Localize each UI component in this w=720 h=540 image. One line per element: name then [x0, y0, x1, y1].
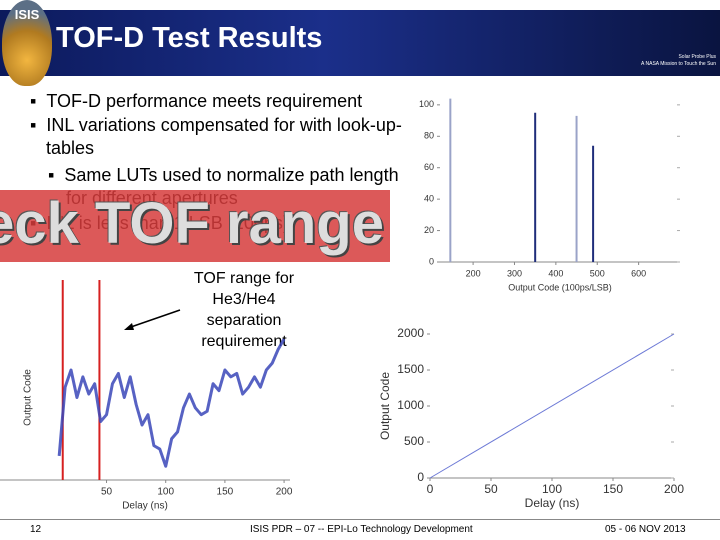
x-tick-label: 50: [101, 487, 113, 498]
logo: ISIS: [2, 0, 52, 86]
x-tick-label: 200: [276, 487, 293, 498]
bullet-marker: ▪: [30, 91, 47, 111]
header-bar: [0, 10, 720, 76]
overlay-text: Check TOF range: [0, 191, 384, 256]
x-tick-label: 200: [466, 268, 481, 278]
bullet: ▪ TOF-D performance meets requirement: [30, 90, 416, 113]
annotation: TOF range for He3/He4 separation require…: [193, 270, 295, 350]
overlay-banner: Check TOF range: [0, 190, 390, 262]
bullet-marker: ▪: [30, 115, 47, 135]
x-tick-label: 150: [603, 482, 623, 496]
x-tick-label: 100: [542, 482, 562, 496]
x-tick-label: 400: [548, 268, 563, 278]
y-tick-label: 20: [424, 225, 434, 235]
annotation-arrow: [127, 309, 181, 329]
y-tick-label: 0: [417, 470, 424, 484]
y-tick-label: 100: [419, 99, 434, 109]
footer-date: 05 - 06 NOV 2013: [605, 524, 686, 535]
mission-name: Solar Probe Plus: [678, 54, 716, 60]
bullet-marker: ▪: [48, 165, 65, 185]
x-tick-label: 150: [217, 487, 234, 498]
y-axis-label: Output Code: [378, 372, 392, 440]
x-axis-label: Output Code (100ps/LSB): [508, 282, 612, 292]
y-tick-label: 40: [424, 194, 434, 204]
bullet: ▪ INL variations compensated for with lo…: [30, 114, 416, 160]
x-tick-label: 50: [484, 482, 498, 496]
mission-logo: Solar Probe Plus A NASA Mission to Touch…: [641, 54, 716, 68]
x-tick-label: 300: [507, 268, 522, 278]
bullet-text: TOF-D performance meets requirement: [46, 91, 363, 111]
mission-tagline: A NASA Mission to Touch the Sun: [641, 61, 716, 67]
x-tick-label: 600: [631, 268, 646, 278]
x-tick-label: 100: [157, 487, 174, 498]
page-number: 12: [30, 524, 42, 535]
y-tick-label: 2000: [397, 326, 424, 340]
y-tick-label: 1000: [397, 398, 424, 412]
y-tick-label: 1500: [397, 362, 424, 376]
y-tick-label: 0: [429, 256, 434, 266]
footer-rule: [0, 519, 720, 520]
x-axis-label: Delay (ns): [122, 501, 168, 512]
title: TOF-D Test Results: [56, 22, 323, 54]
inl-curve: [57, 338, 286, 468]
x-axis-label: Delay (ns): [525, 496, 580, 510]
arrow-head: [124, 323, 134, 330]
linearity-line: [429, 333, 675, 479]
bullet-text: INL variations compensated for with look…: [46, 115, 402, 158]
y-tick-label: 80: [424, 131, 434, 141]
x-tick-label: 0: [427, 482, 434, 496]
x-tick-label: 500: [590, 268, 605, 278]
x-tick-label: 200: [664, 482, 684, 496]
footer-text: ISIS PDR – 07 -- EPI-Lo Technology Devel…: [250, 524, 473, 535]
y-tick-label: 500: [404, 434, 424, 448]
y-tick-label: 60: [424, 162, 434, 172]
y-axis-label: Output Code: [23, 369, 34, 426]
